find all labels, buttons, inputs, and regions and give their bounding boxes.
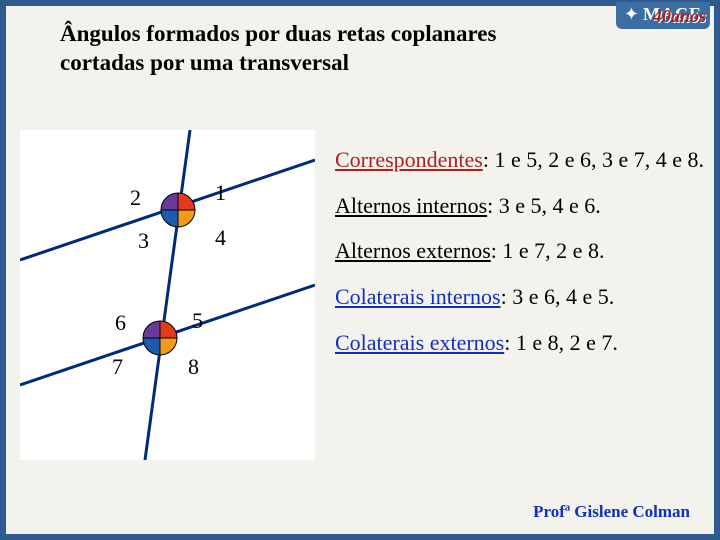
- svg-text:7: 7: [112, 354, 123, 379]
- def-col-int: Colaterais internos: 3 e 6, 4 e 5.: [335, 282, 705, 312]
- val-correspondentes: : 1 e 5, 2 e 6, 3 e 7, 4 e 8.: [483, 147, 704, 172]
- val-alt-int: : 3 e 5, 4 e 6.: [487, 193, 601, 218]
- slide-title: Ângulos formados por duas retas coplanar…: [60, 20, 540, 78]
- title-line-1: Ângulos formados por duas retas coplanar…: [60, 21, 496, 46]
- svg-text:5: 5: [192, 308, 203, 333]
- term-correspondentes: Correspondentes: [335, 147, 483, 172]
- def-alt-ext: Alternos externos: 1 e 7, 2 e 8.: [335, 236, 705, 266]
- definitions: Correspondentes: 1 e 5, 2 e 6, 3 e 7, 4 …: [335, 145, 705, 373]
- val-col-ext: : 1 e 8, 2 e 7.: [504, 330, 618, 355]
- def-correspondentes: Correspondentes: 1 e 5, 2 e 6, 3 e 7, 4 …: [335, 145, 705, 175]
- def-col-ext: Colaterais externos: 1 e 8, 2 e 7.: [335, 328, 705, 358]
- term-col-int: Colaterais internos: [335, 284, 501, 309]
- def-alt-int: Alternos internos: 3 e 5, 4 e 6.: [335, 191, 705, 221]
- term-col-ext: Colaterais externos: [335, 330, 504, 355]
- val-alt-ext: : 1 e 7, 2 e 8.: [491, 238, 605, 263]
- angles-diagram: 1 2 3 4 5 6 7 8: [20, 130, 315, 460]
- val-col-int: : 3 e 6, 4 e 5.: [501, 284, 615, 309]
- term-alt-ext: Alternos externos: [335, 238, 491, 263]
- svg-text:3: 3: [138, 228, 149, 253]
- svg-text:8: 8: [188, 354, 199, 379]
- svg-text:2: 2: [130, 185, 141, 210]
- svg-text:4: 4: [215, 225, 226, 250]
- star-icon: ✦: [624, 4, 639, 25]
- brand-badge: 40anos: [653, 6, 706, 27]
- svg-text:6: 6: [115, 310, 126, 335]
- title-line-2: cortadas por uma transversal: [60, 50, 349, 75]
- term-alt-int: Alternos internos: [335, 193, 487, 218]
- author-footer: Profª Gislene Colman: [533, 502, 690, 522]
- svg-text:1: 1: [215, 180, 226, 205]
